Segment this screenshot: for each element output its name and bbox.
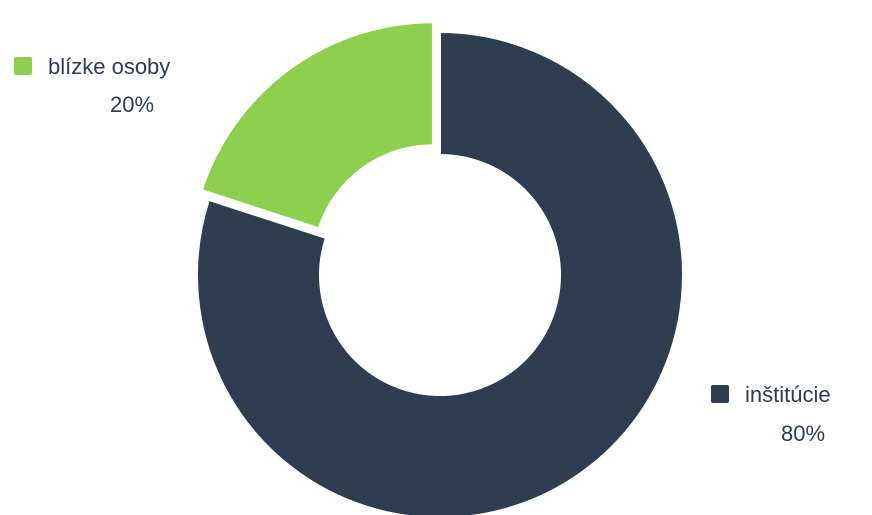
legend-swatch-blizke-osoby <box>14 57 32 75</box>
chart-slices <box>196 21 684 515</box>
slice-value-blizke-osoby: 20% <box>110 92 154 117</box>
slice-value-institucie: 80% <box>781 421 825 446</box>
slice-institucie <box>196 30 684 515</box>
slice-blizke-osoby <box>200 21 434 230</box>
slice-label-blizke-osoby: blízke osoby 20% <box>14 54 170 117</box>
slice-label-institucie: inštitúcie 80% <box>711 382 831 446</box>
legend-swatch-institucie <box>711 385 729 403</box>
slice-name-institucie: inštitúcie <box>745 382 831 407</box>
slice-name-blizke-osoby: blízke osoby <box>48 54 170 79</box>
